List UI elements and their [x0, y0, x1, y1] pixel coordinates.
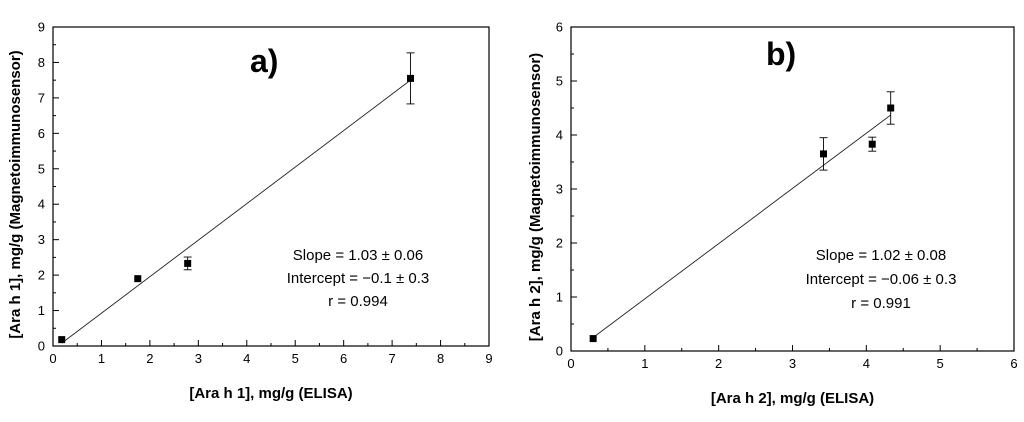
x-tick-label: 0: [49, 351, 56, 366]
x-tick-label: 0: [567, 356, 574, 371]
y-tick-label: 9: [38, 20, 45, 35]
x-tick-label: 6: [340, 351, 347, 366]
data-point: [820, 150, 828, 158]
x-tick-label: 5: [292, 351, 299, 366]
y-tick-label: 4: [556, 128, 563, 143]
y-tick-label: 8: [38, 55, 45, 70]
y-tick-label: 3: [556, 182, 563, 197]
data-point: [184, 259, 192, 267]
y-axis-title: [Ara h 1], mg/g (Magnetoimmunosensor): [7, 50, 24, 338]
chart-panel-1: 0 1 2 3 4 5 6 7 8 9 0 1 2 3 4 5 6 7 8 9 a) Slope = 1.03 ± 0.0…: [7, 20, 493, 403]
y-tick-label: 2: [556, 236, 563, 251]
y-tick-label: 2: [38, 268, 45, 283]
y-tick-label: 7: [38, 90, 45, 105]
fit-stat-label: Intercept = −0.1 ± 0.3: [287, 270, 430, 287]
panel-label: a): [250, 43, 278, 79]
data-point: [58, 336, 66, 344]
fit-stat-label: r = 0.991: [851, 295, 911, 312]
y-tick-label: 3: [38, 232, 45, 247]
x-tick-label: 2: [715, 356, 722, 371]
y-tick-label: 5: [556, 74, 563, 89]
x-tick-label: 2: [146, 351, 153, 366]
x-tick-label: 9: [485, 351, 492, 366]
data-point: [134, 275, 142, 283]
data-point: [589, 335, 597, 343]
y-tick-label: 6: [38, 126, 45, 141]
x-tick-label: 1: [641, 356, 648, 371]
data-point: [407, 74, 415, 82]
fit-stat-label: r = 0.994: [328, 293, 388, 310]
y-tick-label: 6: [556, 20, 563, 35]
chart-panel-2: 0 1 2 3 4 5 6 0 1 2 3 4 5 6 b) Slope = 1.02 ± 0.08 Inter…: [527, 20, 1018, 408]
fit-stat-label: Slope = 1.03 ± 0.06: [293, 247, 423, 264]
x-tick-label: 4: [243, 351, 250, 366]
fit-line: [592, 114, 891, 338]
y-axis-title: [Ara h 2], mg/g (Magnetoimmunosensor): [527, 53, 544, 341]
x-tick-label: 1: [98, 351, 105, 366]
x-axis-title: [Ara h 2], mg/g (ELISA): [711, 390, 874, 407]
y-tick-label: 5: [38, 161, 45, 176]
x-tick-label: 8: [437, 351, 444, 366]
fit-stat-label: Intercept = −0.06 ± 0.3: [806, 271, 957, 288]
y-tick-label: 0: [38, 339, 45, 354]
fit-line: [61, 79, 411, 344]
x-tick-label: 3: [789, 356, 796, 371]
y-tick-label: 0: [556, 344, 563, 359]
y-tick-label: 4: [38, 197, 45, 212]
x-tick-label: 7: [388, 351, 395, 366]
x-tick-label: 3: [195, 351, 202, 366]
fit-stat-label: Slope = 1.02 ± 0.08: [816, 247, 946, 264]
data-point: [887, 104, 895, 112]
data-point: [868, 140, 876, 148]
y-tick-label: 1: [38, 303, 45, 318]
x-tick-label: 5: [937, 356, 944, 371]
x-tick-label: 4: [863, 356, 870, 371]
x-tick-label: 6: [1010, 356, 1017, 371]
y-tick-label: 1: [556, 290, 563, 305]
x-axis-title: [Ara h 1], mg/g (ELISA): [189, 385, 352, 402]
panel-label: b): [766, 36, 796, 72]
